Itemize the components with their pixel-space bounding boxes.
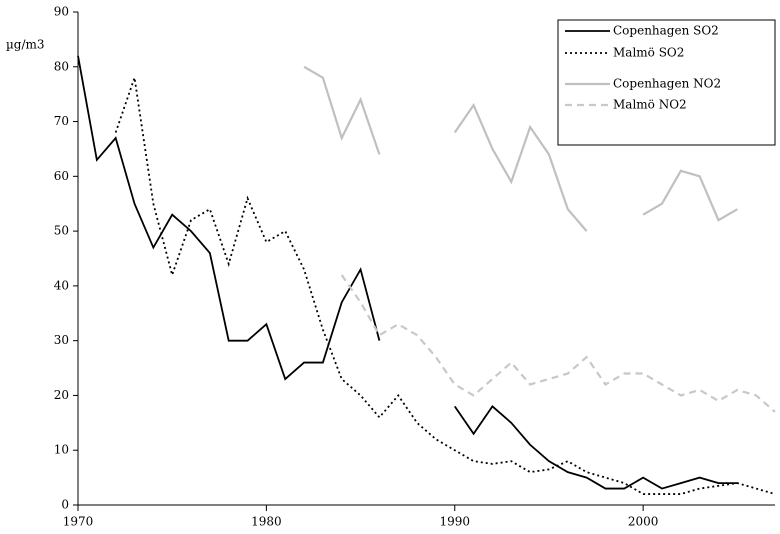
x-tick-label: 1970: [63, 515, 94, 529]
legend-label: Copenhagen NO2: [613, 77, 721, 91]
series-line: [340, 274, 776, 413]
y-tick-label: 10: [54, 443, 69, 457]
y-tick-label: 60: [54, 169, 69, 183]
y-tick-label: 50: [54, 224, 69, 238]
y-tick-label: 0: [61, 498, 69, 512]
series-line: [303, 65, 738, 232]
legend-box: [557, 19, 776, 146]
series-line: [77, 55, 738, 490]
y-tick-label: 20: [54, 388, 69, 402]
y-tick-label: 70: [54, 114, 69, 128]
y-tick-label: 80: [54, 59, 69, 73]
legend-label: Malmö NO2: [613, 98, 687, 112]
legend-label: Copenhagen SO2: [613, 24, 719, 38]
x-tick-label: 1980: [251, 515, 282, 529]
x-tick-label: 2000: [628, 515, 659, 529]
series-line: [114, 77, 776, 495]
y-tick-label: 40: [54, 278, 69, 292]
y-tick-label: 30: [54, 333, 69, 347]
x-tick-label: 1990: [439, 515, 470, 529]
y-axis-label: µg/m3: [6, 38, 45, 52]
legend-label: Malmö SO2: [613, 46, 684, 60]
y-tick-label: 90: [54, 5, 69, 19]
